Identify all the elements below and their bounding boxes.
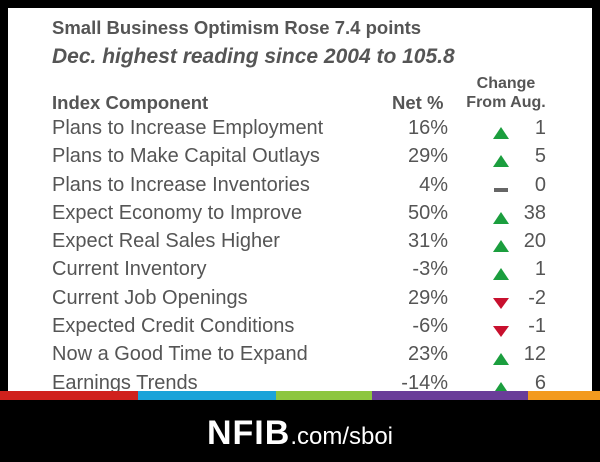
table-row: Current Job Openings 29% -2 (8, 285, 592, 313)
row-component: Earnings Trends (52, 371, 198, 394)
table-row: Plans to Increase Inventories 4% 0 (8, 172, 592, 200)
row-change: 20 (523, 230, 546, 253)
table-row: Plans to Make Capital Outlays 29% 5 (8, 143, 592, 171)
table-row: Expect Economy to Improve 50% 38 (8, 200, 592, 228)
row-net-percent: 29% (407, 286, 448, 309)
header-index-component: Index Component (52, 92, 209, 113)
row-net-percent: 31% (407, 230, 448, 253)
up-arrow-icon (492, 151, 510, 168)
up-arrow-icon (492, 208, 510, 224)
up-arrow-icon (492, 349, 510, 366)
row-change: 1 (534, 258, 546, 281)
row-component: Current Inventory (52, 258, 207, 281)
up-arrow-icon (492, 123, 510, 139)
table-row: Current Inventory -3% 1 (8, 256, 592, 284)
table-row: Earnings Trends -14% 6 (8, 370, 592, 398)
table-row: Expect Real Sales Higher 31% 20 (8, 228, 592, 256)
brand-url: .com/sboi (290, 423, 394, 450)
row-component: Plans to Increase Employment (52, 117, 324, 139)
row-change: -2 (528, 286, 546, 309)
row-component: Current Job Openings (52, 286, 248, 309)
row-net-percent: 29% (407, 145, 448, 168)
up-arrow-icon (492, 264, 510, 281)
row-change: 38 (523, 201, 546, 224)
up-arrow-icon (492, 236, 510, 253)
row-component: Now a Good Time to Expand (52, 343, 308, 366)
row-change: 12 (523, 343, 546, 366)
table-row: Now a Good Time to Expand 23% 12 (8, 341, 592, 369)
index-table: Plans to Increase Employment 16% 1 Plans to… (8, 115, 592, 398)
row-component: Expected Credit Conditions (52, 315, 295, 338)
stripe-segment (276, 391, 372, 400)
header-change-from-aug: Change From Aug. (456, 74, 556, 112)
down-arrow-icon (492, 321, 510, 338)
table-row: Plans to Increase Employment 16% 1 (8, 115, 592, 143)
row-net-percent: -6% (412, 315, 448, 338)
stripe-segment (0, 391, 138, 400)
row-component: Expect Economy to Improve (52, 201, 303, 224)
row-component: Plans to Increase Inventories (52, 173, 310, 196)
row-net-percent: 23% (407, 343, 448, 366)
stripe-segment (528, 391, 600, 400)
stripe-segment (138, 391, 276, 400)
row-change: 6 (534, 371, 546, 394)
color-stripe (0, 391, 600, 400)
page-title: Small Business Optimism Rose 7.4 points (52, 17, 422, 38)
row-net-percent: 4% (419, 173, 448, 196)
row-change: -1 (528, 315, 546, 338)
brand-logo: NFIB (206, 414, 291, 452)
row-component: Expect Real Sales Higher (52, 230, 280, 253)
row-change: 1 (534, 117, 546, 139)
row-change: 5 (534, 145, 546, 168)
header-change-line2: From Aug. (466, 94, 546, 111)
footer-brand[interactable]: NFIB.com/sboi (0, 414, 600, 453)
row-component: Plans to Make Capital Outlays (52, 145, 320, 168)
stripe-segment (372, 391, 528, 400)
row-net-percent: -3% (412, 258, 448, 281)
table-row: Expected Credit Conditions -6% -1 (8, 313, 592, 341)
row-net-percent: 50% (407, 201, 448, 224)
row-net-percent: -14% (401, 371, 448, 394)
header-change-line1: Change (476, 75, 536, 92)
row-change: 0 (534, 173, 546, 196)
infographic-card: Small Business Optimism Rose 7.4 points … (8, 8, 592, 396)
row-net-percent: 16% (407, 117, 448, 139)
no-change-dash-icon (492, 180, 510, 194)
down-arrow-icon (492, 293, 510, 309)
header-net-percent: Net % (392, 92, 444, 113)
up-arrow-icon (492, 378, 510, 394)
page-subtitle: Dec. highest reading since 2004 to 105.8 (52, 45, 455, 68)
